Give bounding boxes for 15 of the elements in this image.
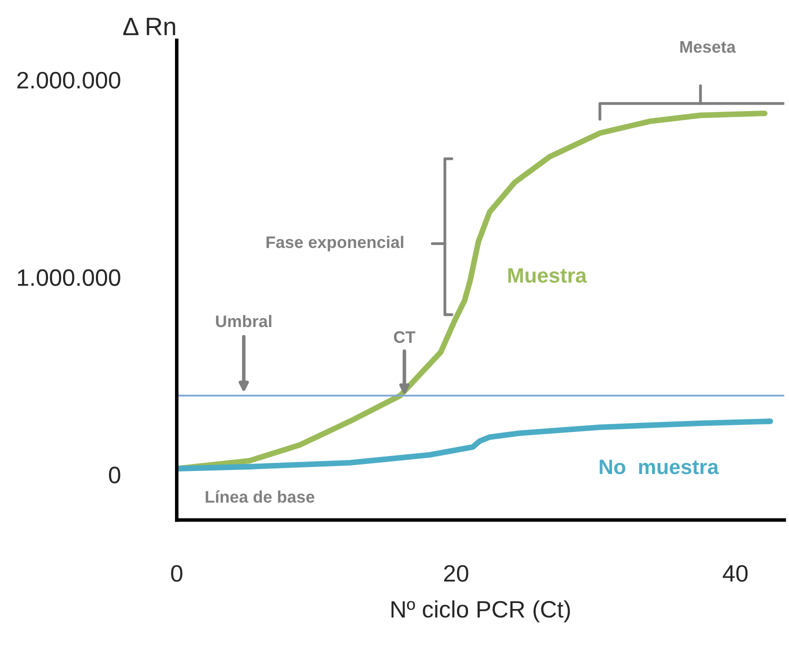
annotation: CT xyxy=(394,331,416,343)
x-tick-label: 20 xyxy=(444,565,468,582)
x-tick-label: 40 xyxy=(722,565,748,582)
y-axis-title: Δ Rn xyxy=(123,18,176,36)
x-axis-title: Nº ciclo PCR (Ct) xyxy=(392,600,570,622)
annotation: Línea de base xyxy=(206,490,314,503)
y-tick-label: 2.000.000 xyxy=(17,72,120,89)
annotation: Fase exponencial xyxy=(266,236,404,252)
series-label: Muestra xyxy=(508,268,587,283)
y-tick-label: 0 xyxy=(108,466,120,484)
ref-line-label: Umbral xyxy=(216,314,272,328)
series-label: No muestra xyxy=(600,460,719,474)
annotation: Meseta xyxy=(680,41,736,53)
x-tick-label: 0 xyxy=(171,565,182,582)
y-tick-label: 1.000.000 xyxy=(18,269,120,286)
